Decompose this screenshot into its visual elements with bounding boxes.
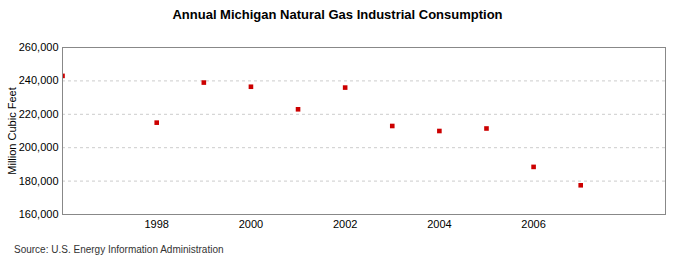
svg-text:2006: 2006 <box>521 218 545 230</box>
svg-text:2000: 2000 <box>239 218 263 230</box>
svg-text:Million Cubic Feet: Million Cubic Feet <box>6 87 18 174</box>
svg-text:180,000: 180,000 <box>19 175 59 187</box>
svg-text:260,000: 260,000 <box>19 41 59 53</box>
svg-text:160,000: 160,000 <box>19 208 59 220</box>
svg-text:200,000: 200,000 <box>19 141 59 153</box>
svg-text:2002: 2002 <box>333 218 357 230</box>
svg-text:220,000: 220,000 <box>19 108 59 120</box>
html-text:Source: U.S. Energy Informatio: Source: U.S. Energy Information Administ… <box>14 244 224 255</box>
svg-text:240,000: 240,000 <box>19 74 59 86</box>
html-text:Annual Michigan Natural Gas In: Annual Michigan Natural Gas Industrial C… <box>172 7 503 22</box>
svg-text:1998: 1998 <box>144 218 168 230</box>
svg-text:2004: 2004 <box>427 218 451 230</box>
